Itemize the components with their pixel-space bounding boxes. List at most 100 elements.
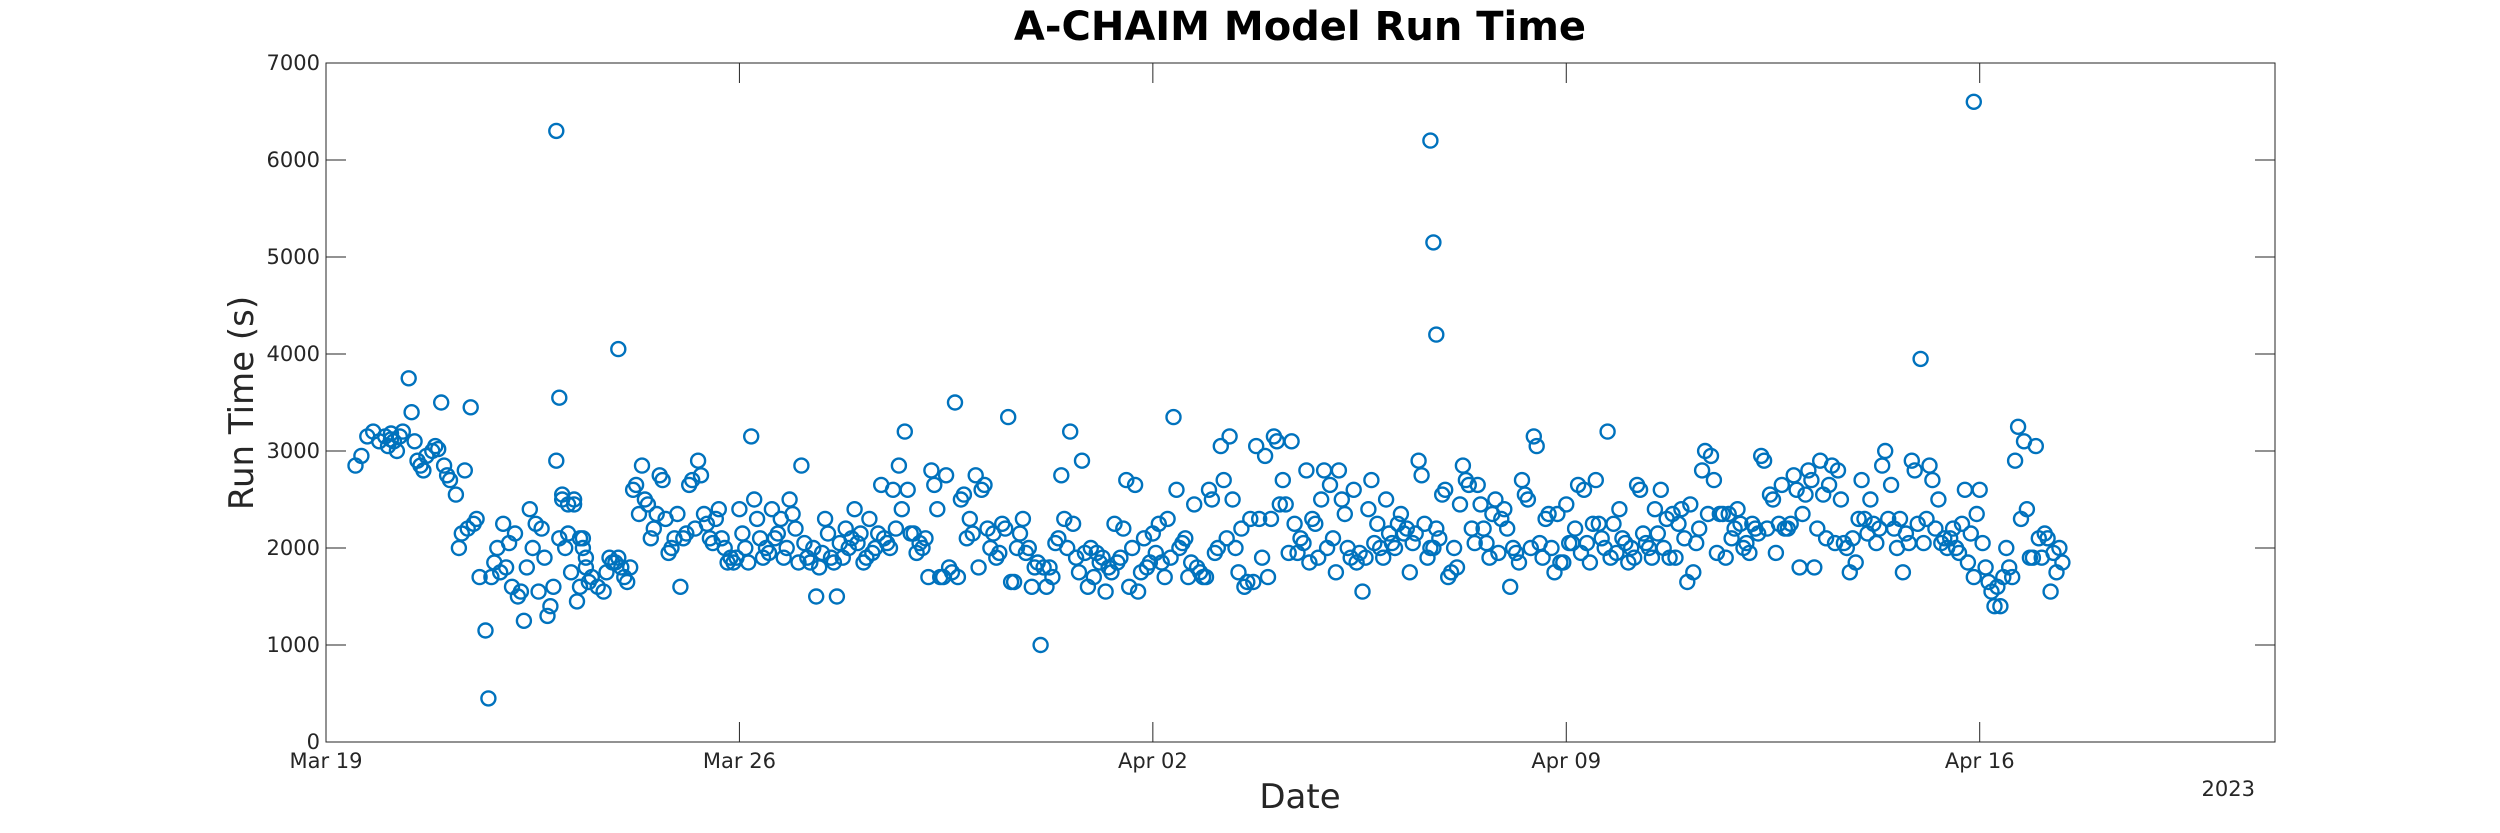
data-point (1345, 481, 1362, 498)
data-point (1649, 525, 1667, 542)
data-point (1233, 520, 1250, 537)
data-point (1868, 534, 1885, 552)
data-point (2006, 452, 2024, 469)
data-point (955, 486, 973, 503)
data-point (1847, 554, 1864, 571)
data-point (515, 612, 533, 629)
data-point (539, 607, 556, 625)
data-point (1044, 568, 1061, 586)
data-point (1986, 598, 2003, 615)
data-point (1882, 476, 1900, 494)
data-point (1259, 568, 1277, 586)
data-point (1915, 534, 1932, 552)
plot-area-frame (325, 62, 2276, 743)
data-point (1159, 510, 1176, 528)
x-tick-label: Apr 09 (1531, 749, 1601, 773)
data-point (672, 578, 689, 595)
data-point (769, 525, 786, 542)
data-point (1150, 515, 1168, 532)
data-point (926, 476, 943, 494)
data-point (1363, 471, 1380, 489)
data-point (949, 568, 967, 586)
data-point (2039, 530, 2056, 547)
data-point (1708, 544, 1726, 562)
data-point (1120, 578, 1138, 595)
data-point (1640, 539, 1658, 557)
data-point (1032, 636, 1049, 654)
data-point (760, 544, 778, 562)
data-point (964, 525, 981, 542)
data-point (1687, 534, 1705, 552)
data-point (548, 452, 565, 469)
data-point (430, 440, 447, 458)
data-point (1593, 530, 1610, 547)
data-point (1156, 568, 1173, 586)
data-point (595, 583, 612, 600)
data-point (1832, 491, 1850, 508)
data-point (1239, 573, 1256, 591)
data-point (1862, 491, 1879, 508)
data-point (713, 530, 730, 547)
data-point (1035, 559, 1052, 576)
data-point (1487, 491, 1504, 508)
data-point (1918, 510, 1935, 528)
y-tick-label: 6000 (267, 148, 320, 172)
data-point (1448, 559, 1466, 576)
x-axis: Mar 19 Mar 26 Apr 02 Apr 09 Apr 16 (289, 63, 2015, 773)
data-point (1965, 568, 1983, 586)
data-point (1525, 428, 1543, 445)
y-tick-label: 2000 (267, 536, 320, 560)
data-point (1558, 496, 1575, 513)
data-point (551, 389, 568, 406)
data-point (1050, 530, 1067, 547)
data-point (1106, 515, 1123, 532)
data-point (1298, 462, 1315, 479)
data-point (1534, 549, 1551, 566)
data-point (1286, 515, 1303, 532)
data-point (1247, 437, 1265, 455)
y-tick-label: 7000 (267, 51, 320, 75)
data-point (1794, 505, 1811, 523)
data-point (1791, 559, 1808, 576)
data-point (613, 559, 630, 576)
data-point (1336, 505, 1354, 523)
data-point (1800, 462, 1817, 479)
data-point (2027, 437, 2045, 455)
data-point (1732, 515, 1749, 532)
data-point (1844, 530, 1861, 547)
data-point (1897, 525, 1915, 542)
y-tick-label: 4000 (267, 342, 320, 366)
data-point (1428, 326, 1445, 343)
data-point (1165, 408, 1182, 426)
data-point (692, 467, 710, 484)
data-point (1555, 554, 1572, 571)
data-point (896, 423, 913, 440)
data-point (545, 578, 562, 595)
data-point (684, 471, 701, 489)
data-point (861, 510, 878, 528)
data-point (1809, 520, 1826, 537)
data-point (1927, 520, 1944, 537)
data-point (353, 447, 370, 465)
data-point (1398, 520, 1416, 537)
data-points (347, 93, 2071, 707)
data-point (828, 588, 846, 605)
data-point (1643, 549, 1661, 566)
data-point (648, 505, 665, 523)
data-point (813, 544, 831, 562)
data-point (1605, 515, 1622, 532)
data-point (1413, 467, 1430, 484)
data-point (1360, 501, 1377, 518)
data-point (2003, 568, 2021, 586)
data-point (1540, 505, 1557, 523)
data-point (1785, 467, 1802, 484)
data-point (1185, 496, 1203, 513)
data-point (914, 539, 931, 557)
data-point (1177, 530, 1194, 547)
data-point (816, 510, 834, 528)
data-point (1490, 544, 1507, 562)
data-point (1850, 510, 1867, 528)
data-point (1227, 539, 1244, 557)
data-point (1971, 481, 1988, 498)
